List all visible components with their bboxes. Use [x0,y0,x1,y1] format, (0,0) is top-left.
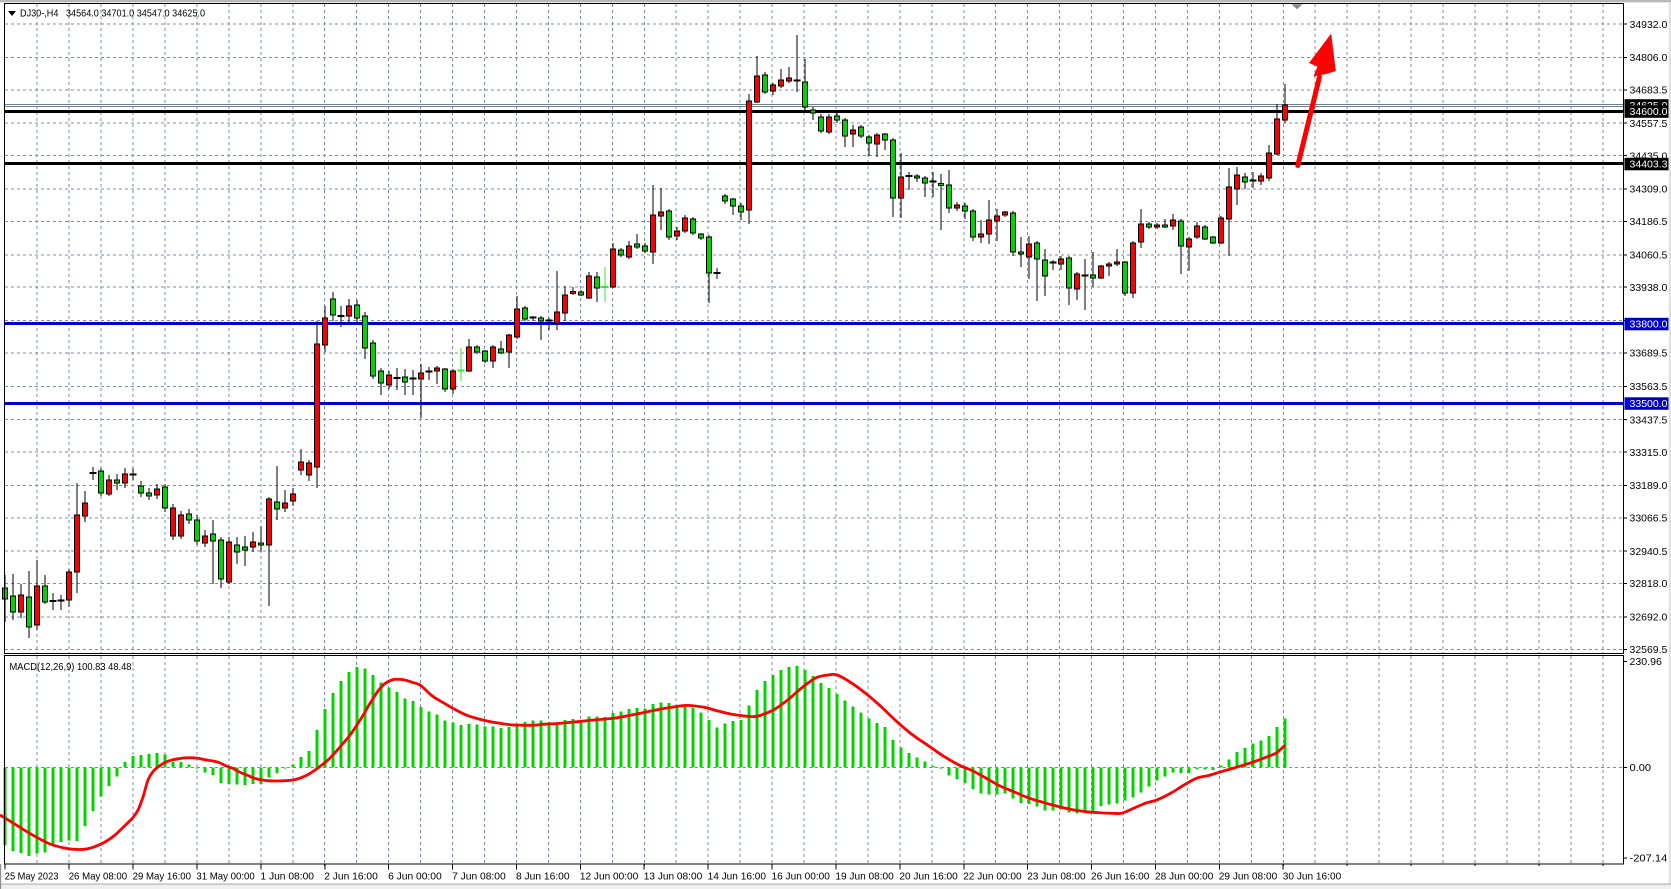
svg-text:8 Jun 16:00: 8 Jun 16:00 [516,871,570,883]
svg-text:6 Jun 00:00: 6 Jun 00:00 [388,871,442,883]
svg-text:34403.3: 34403.3 [1630,159,1668,171]
svg-text:32940.5: 32940.5 [1630,546,1668,558]
svg-text:23 Jun 08:00: 23 Jun 08:00 [1027,871,1086,883]
svg-text:34309.0: 34309.0 [1630,184,1668,196]
svg-text:1 Jun 08:00: 1 Jun 08:00 [260,871,314,883]
svg-text:26 May 08:00: 26 May 08:00 [69,871,128,883]
svg-text:25 May 2023: 25 May 2023 [5,871,59,883]
svg-text:16 Jun 00:00: 16 Jun 00:00 [772,871,831,883]
svg-text:34683.5: 34683.5 [1630,85,1668,97]
svg-text:230.96: 230.96 [1630,656,1663,668]
svg-text:-207.14: -207.14 [1630,853,1668,865]
svg-text:33437.5: 33437.5 [1630,414,1668,426]
svg-text:30 Jun 16:00: 30 Jun 16:00 [1283,871,1342,883]
svg-text:33500.0: 33500.0 [1630,398,1668,410]
svg-text:33315.0: 33315.0 [1630,447,1668,459]
svg-text:34557.5: 34557.5 [1630,118,1668,130]
svg-text:14 Jun 16:00: 14 Jun 16:00 [708,871,767,883]
svg-text:31 May 00:00: 31 May 00:00 [196,871,255,883]
svg-text:19 Jun 08:00: 19 Jun 08:00 [835,871,894,883]
svg-text:33800.0: 33800.0 [1630,319,1668,331]
svg-text:DJ30-,H4 34564.0 34701.0 345: DJ30-,H4 34564.0 34701.0 34547.0 34625.0 [20,8,205,20]
svg-text:34060.5: 34060.5 [1630,250,1668,262]
svg-text:12 Jun 00:00: 12 Jun 00:00 [580,871,639,883]
svg-text:22 Jun 00:00: 22 Jun 00:00 [963,871,1022,883]
svg-text:34600.0: 34600.0 [1630,106,1668,118]
svg-text:0.00: 0.00 [1630,762,1652,774]
svg-text:34186.5: 34186.5 [1630,216,1668,228]
svg-text:33938.0: 33938.0 [1630,282,1668,294]
svg-text:26 Jun 16:00: 26 Jun 16:00 [1091,871,1150,883]
svg-text:MACD(12,26,9) 100.83 48.48: MACD(12,26,9) 100.83 48.48 [10,661,132,673]
svg-text:28 Jun 00:00: 28 Jun 00:00 [1155,871,1214,883]
svg-text:34932.0: 34932.0 [1630,19,1668,31]
svg-text:33189.0: 33189.0 [1630,480,1668,492]
svg-text:33563.5: 33563.5 [1630,381,1668,393]
svg-text:33066.5: 33066.5 [1630,513,1668,525]
svg-text:32692.0: 32692.0 [1630,612,1668,624]
svg-text:32818.0: 32818.0 [1630,578,1668,590]
svg-text:34806.0: 34806.0 [1630,52,1668,64]
svg-text:20 Jun 16:00: 20 Jun 16:00 [899,871,958,883]
svg-text:2 Jun 16:00: 2 Jun 16:00 [324,871,378,883]
svg-text:33689.5: 33689.5 [1630,348,1668,360]
svg-text:29 May 16:00: 29 May 16:00 [133,871,192,883]
svg-text:13 Jun 08:00: 13 Jun 08:00 [644,871,703,883]
svg-text:7 Jun 08:00: 7 Jun 08:00 [452,871,506,883]
svg-text:29 Jun 08:00: 29 Jun 08:00 [1219,871,1278,883]
svg-text:32569.5: 32569.5 [1630,644,1668,656]
